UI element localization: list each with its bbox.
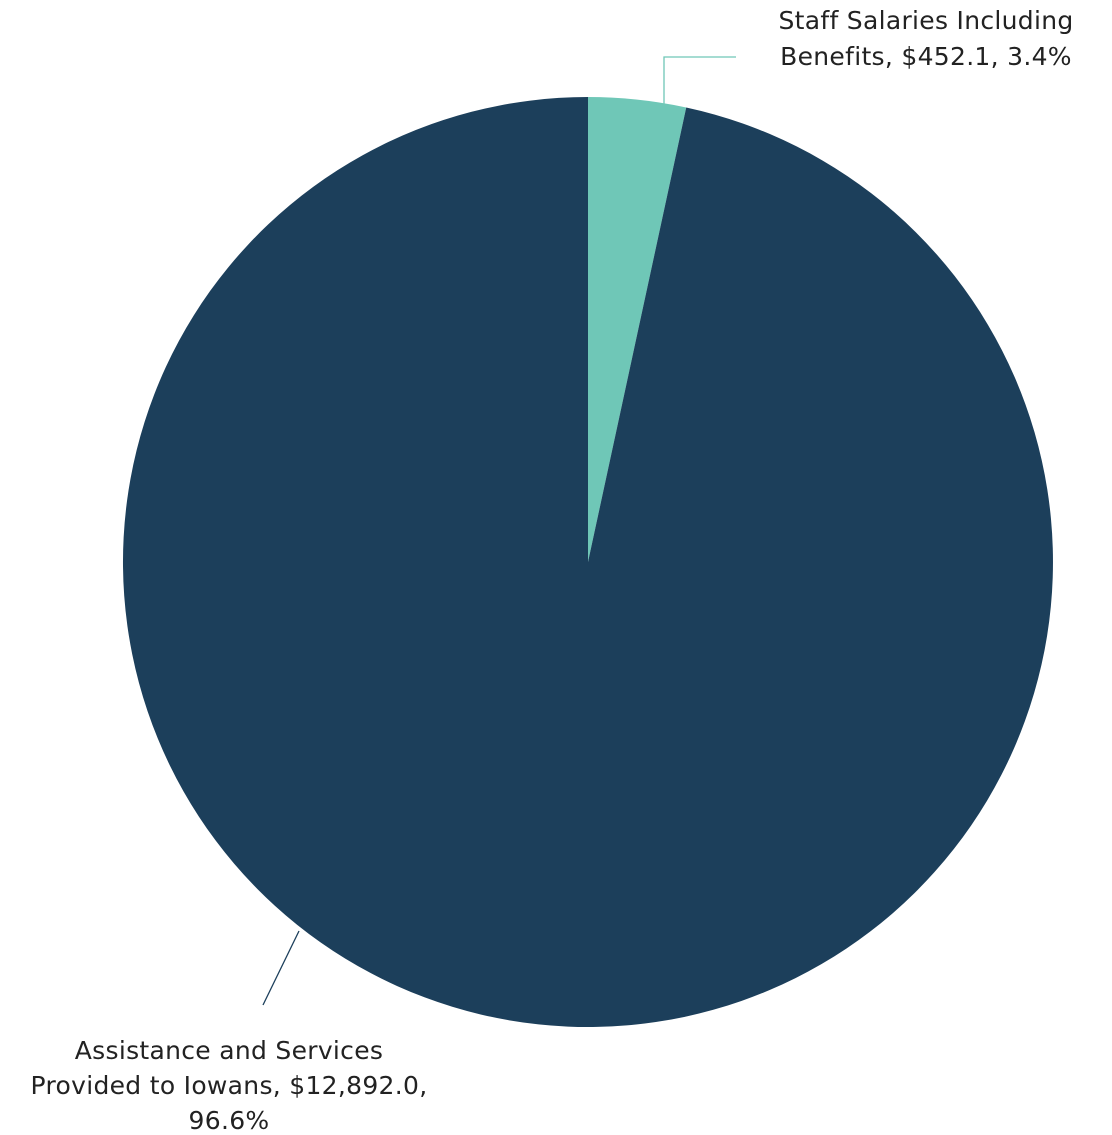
data-labels: Staff Salaries Including Benefits, $452.1… — [31, 6, 1074, 1135]
data-label-2: Assistance and Services Provided to Iowan… — [31, 1036, 428, 1135]
pie-slice-2 — [122, 97, 1053, 1027]
data-label-line: Provided to Iowans, $12,892.0, — [31, 1071, 428, 1100]
data-label-line: Staff Salaries Including — [778, 6, 1073, 35]
data-label-line: Assistance and Services — [75, 1036, 383, 1065]
leader-lines — [262, 56, 736, 1006]
pie-slices — [122, 97, 1053, 1027]
data-label-1: Staff Salaries Including Benefits, $452.1… — [778, 6, 1073, 71]
leader-line-2 — [262, 930, 300, 1006]
data-label-line: Benefits, $452.1, 3.4% — [780, 42, 1072, 71]
leader-line-1 — [663, 56, 736, 104]
pie-slice-1 — [588, 97, 687, 562]
data-label-line: 96.6% — [189, 1106, 270, 1135]
